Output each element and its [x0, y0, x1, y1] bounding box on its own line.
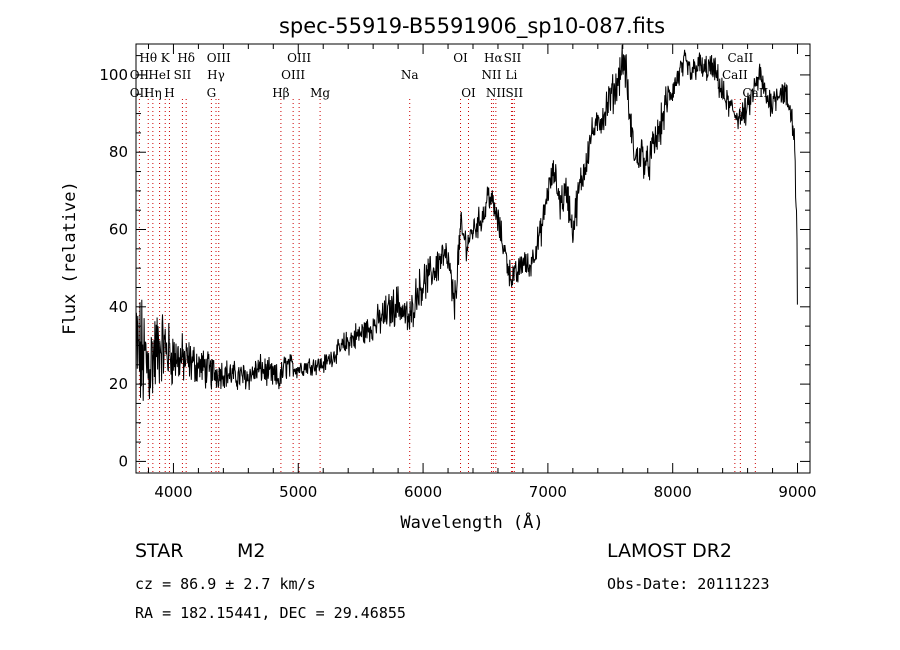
x-tick-label: 9000: [778, 483, 816, 501]
spectral-line-label: OIII: [281, 68, 305, 82]
x-tick-label: 8000: [654, 483, 692, 501]
spectral-line-markers: [138, 99, 756, 473]
spectral-line-label: OIII: [207, 51, 231, 65]
spectral-line-label: OI: [453, 51, 468, 65]
spectral-line-label: NII: [486, 86, 506, 100]
plot-frame: [135, 43, 811, 474]
chart-title: spec-55919-B5591906_sp10-087.fits: [279, 14, 665, 39]
y-tick-label: 80: [109, 143, 128, 161]
spectral-line-label: Mg: [310, 86, 330, 100]
coordinates: RA = 182.15441, DEC = 29.46855: [135, 604, 406, 622]
spectral-line-label: Hγ: [207, 68, 225, 82]
spectral-line-label: Hδ: [177, 51, 195, 65]
spectral-line-label: CaII: [727, 51, 753, 65]
spectral-line-label: Hβ: [272, 86, 289, 100]
spectral-line-label: SII: [174, 68, 192, 82]
spectral-line-label: H: [164, 86, 174, 100]
spectral-line-label: Li: [506, 68, 518, 82]
spectrum-series: [135, 44, 798, 401]
spectral-line-label: NII: [481, 68, 501, 82]
spectral-line-label: OIII: [287, 51, 311, 65]
x-axis-title: Wavelength (Å): [400, 511, 543, 533]
spectral-line-label: OI: [461, 86, 476, 100]
redshift-velocity: cz = 86.9 ± 2.7 km/s: [135, 575, 316, 593]
spectral-line-label: CaII: [722, 68, 748, 82]
spectral-line-label: G: [207, 86, 217, 100]
object-subclass: M2: [237, 540, 266, 562]
spectral-line-label: CaII: [742, 86, 768, 100]
spectral-line-label: Hη: [144, 86, 162, 100]
spectral-line-label: Hα: [484, 51, 503, 65]
spectral-line-label: K: [161, 51, 171, 65]
y-tick-label: 20: [109, 375, 128, 393]
observation-date: Obs-Date: 20111223: [607, 575, 770, 593]
spectral-line-label: Hθ: [139, 51, 157, 65]
spectrum-line: [135, 44, 798, 401]
spectral-line-label: SII: [504, 51, 522, 65]
object-type: STAR: [135, 540, 184, 562]
y-axis-title: Flux (relative): [60, 181, 80, 335]
survey-name: LAMOST DR2: [607, 540, 732, 562]
spectral-line-label: HeI: [148, 68, 171, 82]
y-tick-label: 60: [109, 221, 128, 239]
y-tick-label: 40: [109, 298, 128, 316]
x-tick-label: 4000: [154, 483, 192, 501]
tick-labels: 4000 5000 6000 7000 8000 9000 0 20 40 60 80 100: [99, 66, 816, 501]
x-tick-label: 6000: [404, 483, 442, 501]
y-tick-label: 100: [99, 66, 128, 84]
x-tick-label: 5000: [279, 483, 317, 501]
spectral-line-label: OII: [130, 86, 150, 100]
spectral-line-label: Na: [401, 68, 419, 82]
x-tick-label: 7000: [529, 483, 567, 501]
y-tick-label: 0: [118, 452, 128, 470]
spectrum-chart: spec-55919-B5591906_sp10-087.fits 4000 50…: [60, 14, 817, 533]
spectral-line-label: SII: [505, 86, 523, 100]
axis-ticks: [136, 44, 810, 473]
spectral-line-label: OII: [130, 68, 150, 82]
